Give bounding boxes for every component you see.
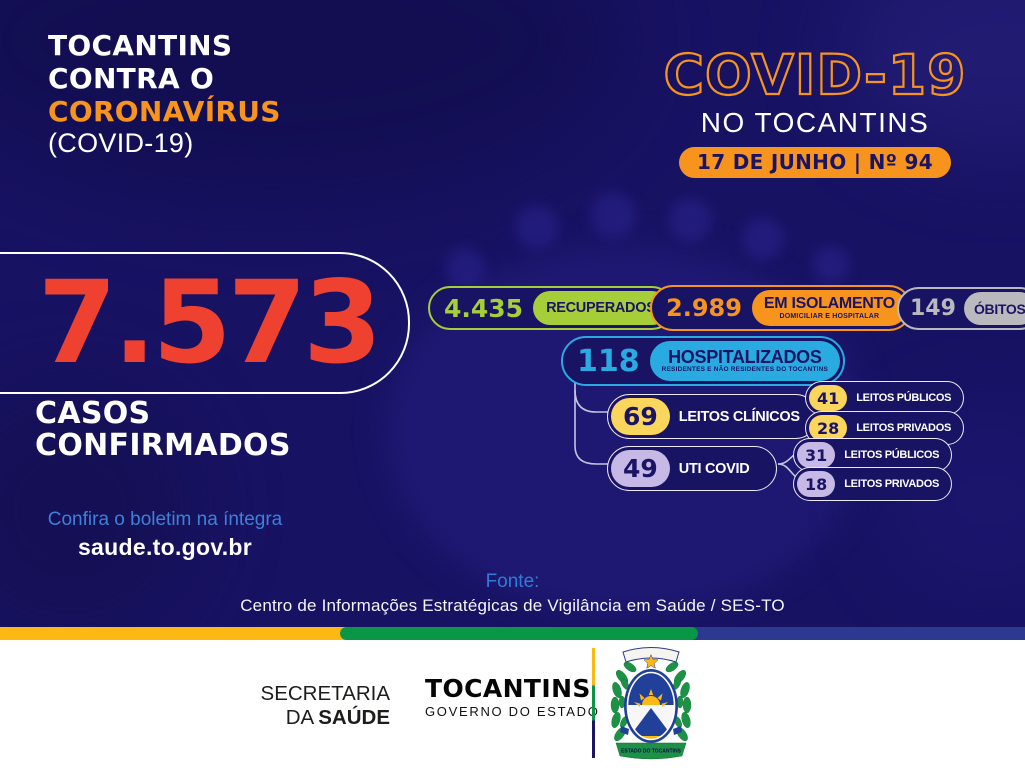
source-text: Centro de Informações Estratégicas de Vi… [240,596,785,615]
bulletin-text: Confira o boletim na íntegra [47,509,283,530]
icu-badge: 49 UTI COVID [607,446,778,491]
clinical-beds-badge: 69 LEITOS CLÍNICOS [607,394,818,439]
icu-public-label: LEITOS PÚBLICOS [844,449,940,461]
virus-spike [590,192,636,238]
star [643,653,659,669]
clinical-public-label: LEITOS PÚBLICOS [856,392,952,404]
hospitalized-sublabel: RESIDENTES E NÃO RESIDENTES DO TOCANTINS [661,366,829,374]
clinical-private-label: LEITOS PRIVADOS [856,422,951,434]
title-line: CONTRA O [48,61,215,95]
rising-sun [634,689,668,707]
recovered-badge: 4.435 RECUPERADOS [428,286,674,330]
government-subtitle: GOVERNO DO ESTADO [425,704,600,719]
isolation-label: EM ISOLAMENTO DOMICILIAR E HOSPITALAR [751,290,907,326]
deaths-value: 149 [910,296,956,321]
tocantins-coat-of-arms: ESTADO DO TOCANTINS [610,647,693,760]
virus-spike [445,248,485,288]
icu-label: UTI COVID [678,460,750,477]
edition-date-badge: 17 DE JUNHO | Nº 94 [679,147,951,178]
clinical-public-beds-badge: 41 LEITOS PÚBLICOS [805,381,965,415]
clinical-public-value: 41 [809,385,848,411]
footer: SECRETARIA DA SAÚDE TOCANTINS GOVERNO DO … [0,640,1025,768]
confirmed-cases-number: 7.573 [37,256,383,389]
clinical-beds-label: LEITOS CLÍNICOS [678,408,800,425]
source-label: Fonte: [485,571,540,592]
header-left: TOCANTINS CONTRA O CORONAVÍRUS (COVID-19… [48,29,281,160]
isolation-value: 2.989 [666,294,742,322]
secretaria-da-saude-logo: SECRETARIA DA SAÚDE [260,682,390,729]
title-line-covid: (COVID-19) [48,128,194,159]
recovered-label: RECUPERADOS [533,291,669,325]
no-tocantins-subtitle: NO TOCANTINS [700,107,930,138]
mountain [630,708,672,736]
clinical-beds-value: 69 [611,398,670,435]
footer-divider-line [592,648,595,758]
confirmed-cases-label: CASOS CONFIRMADOS [35,396,291,464]
covid19-outline-title: COVID-19 [663,43,967,107]
deaths-label: ÓBITOS [963,292,1025,325]
source-block: Fonte: Centro de Informações Estratégica… [0,571,1025,616]
icu-value: 49 [611,450,670,487]
virus-spike [515,205,559,249]
tocantins-government-logo: TOCANTINS GOVERNO DO ESTADO [425,676,600,719]
bulletin-link[interactable]: saude.to.gov.br [77,534,253,560]
icu-private-value: 18 [797,471,836,497]
state-ribbon-text: ESTADO DO TOCANTINS [621,749,681,755]
icu-private-label: LEITOS PRIVADOS [844,478,939,490]
hospitalized-value: 118 [577,343,640,379]
title-line: TOCANTINS [48,29,233,62]
hospitalized-label: HOSPITALIZADOS RESIDENTES E NÃO RESIDENT… [649,341,841,381]
government-name: TOCANTINS [425,674,591,703]
title-line-coronavirus: CORONAVÍRUS [48,94,281,128]
virus-spike [742,218,784,260]
icu-private-beds-badge: 18 LEITOS PRIVADOS [793,467,952,501]
tricolor-stripe-green-segment [340,627,698,640]
deaths-badge: 149 ÓBITOS [897,287,1025,330]
header-right: COVID-19 NO TOCANTINS 17 DE JUNHO | Nº 9… [640,43,990,178]
virus-spike [812,246,850,284]
isolation-badge: 2.989 EM ISOLAMENTO DOMICILIAR E HOSPITA… [650,285,912,331]
virus-spike [668,198,712,242]
icu-public-value: 31 [797,442,836,468]
state-ribbon [615,742,687,760]
confirmed-cases-box: 7.573 [0,252,410,394]
recovered-value: 4.435 [444,293,524,323]
bulletin-callout: Confira o boletim na íntegra saude.to.go… [25,509,305,561]
hospitalized-badge: 118 HOSPITALIZADOS RESIDENTES E NÃO RESI… [561,336,846,386]
isolation-sublabel: DOMICILIAR E HOSPITALAR [779,313,880,320]
